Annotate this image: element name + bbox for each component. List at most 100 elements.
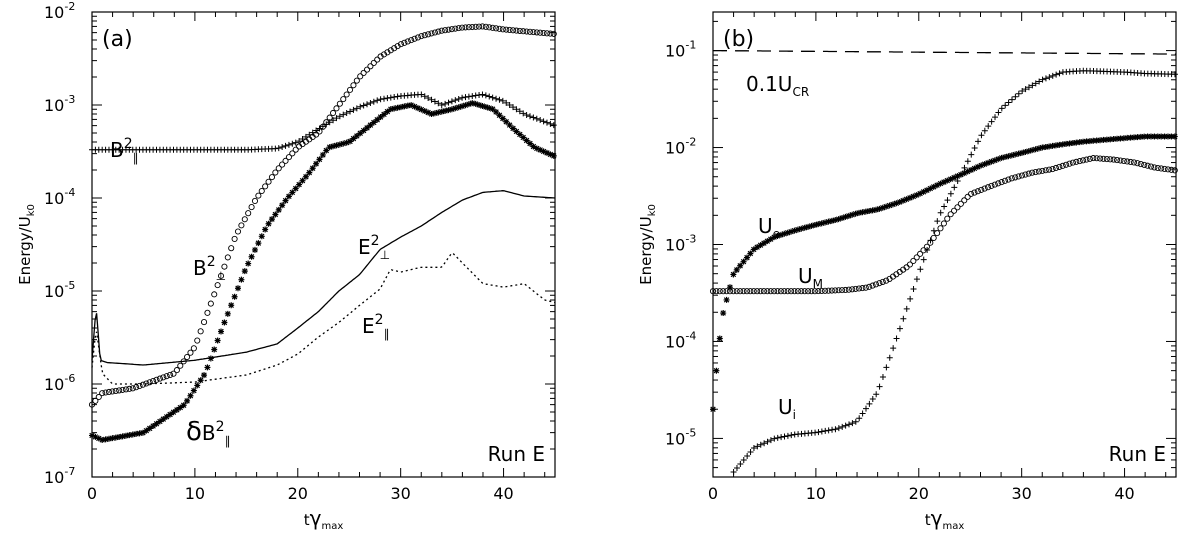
series-Ui-point (890, 345, 897, 352)
series-UM-point (934, 230, 941, 237)
series-Ue-point (852, 210, 859, 217)
series-Ue-point (1131, 134, 1138, 141)
series-δB²∥-point (251, 246, 258, 253)
series-Ui-point (985, 123, 992, 130)
series-B²⊥-point (550, 30, 557, 37)
series-δB²∥-point (255, 240, 262, 247)
series-δB²∥-point (112, 434, 119, 441)
series-Ue-point (869, 207, 876, 214)
series-Ue-point (710, 406, 716, 413)
series-UM-point (811, 288, 818, 295)
series-δB²∥-point (476, 101, 483, 108)
y-axis-label: Energy/Uk0 (637, 204, 658, 285)
y-tick-label: 10-5 (665, 426, 696, 448)
series-Ui-point (981, 127, 988, 134)
series-UM-point (923, 243, 930, 250)
y-tick-label: 10-2 (44, 0, 75, 22)
series-B²∥-point (289, 140, 296, 147)
series-Ue-point (1039, 144, 1046, 151)
series-δB²∥-point (211, 346, 218, 353)
series-B²⊥-point (482, 23, 489, 30)
series-Ui-point (1019, 88, 1026, 95)
series-Ue-point (917, 190, 924, 197)
series-δB²∥-point (122, 432, 129, 439)
series-label: Ue (758, 214, 780, 241)
series-δB²∥-point (146, 425, 153, 432)
series-δB²∥-point (401, 103, 408, 110)
series-B²∥-point (275, 145, 282, 152)
series-B²⊥-point (336, 100, 343, 107)
series-B²⊥-point (167, 371, 174, 378)
series-UM-point (1100, 155, 1107, 162)
series-UM-point (784, 288, 791, 295)
series-UM-point (1066, 160, 1073, 167)
series-δB²∥-point (228, 302, 235, 309)
series-Ue-point (886, 202, 893, 209)
series-B²⊥-point (102, 389, 109, 396)
series-Ue-point (784, 229, 791, 236)
series-Ui-point (879, 373, 886, 380)
series-Ue-point (920, 188, 927, 195)
series-UM-point (879, 278, 886, 285)
series-Ui-point (740, 457, 747, 464)
series-Ui-point (998, 105, 1005, 112)
series-Ui-point (988, 118, 995, 125)
series-δB²∥-point (506, 122, 513, 129)
series-B²⊥-point (255, 192, 262, 199)
series-Ui-point (1005, 99, 1012, 106)
series-Ue-point (743, 254, 750, 261)
x-axis-label: tγmax (925, 506, 965, 532)
series-UM-point (1073, 158, 1080, 165)
series-δB²∥-point (330, 143, 337, 150)
series-Ue-point (1059, 141, 1066, 148)
series-δB²∥-point (493, 108, 500, 115)
series-Ui-point (964, 158, 971, 165)
series-UM-point (1025, 170, 1032, 177)
series-δB²∥-point (387, 106, 394, 113)
series-Ui-point (747, 449, 754, 456)
run-label: Run E (1109, 442, 1166, 466)
series-Ue-point (1154, 133, 1161, 140)
series-UM-point (737, 288, 744, 295)
series-Ui-point (744, 453, 751, 460)
series-B²⊥-point (452, 25, 459, 32)
series-Ue-point (1005, 153, 1012, 160)
x-tick-label: 0 (708, 484, 718, 503)
series-δB²∥-point (190, 387, 197, 394)
series-Ue-point (1171, 133, 1178, 140)
series-δB²∥-point (530, 143, 537, 150)
series-UM-point (1113, 156, 1121, 164)
series-B²⊥-point (425, 31, 432, 38)
series-B²⊥-point (523, 28, 530, 35)
series-Ue-point (1056, 141, 1063, 148)
series-UM-point (862, 284, 869, 291)
series-UM-point (771, 288, 778, 295)
series-B²⊥-point (207, 300, 214, 307)
series-UM-point (757, 288, 764, 295)
series-B²⊥-point (530, 29, 537, 36)
series-δB²∥-point (89, 432, 95, 439)
series-UM-point (788, 288, 795, 295)
series-B²⊥-point (160, 374, 167, 381)
series-B²∥-point (357, 103, 364, 110)
series-Ue-point (839, 214, 846, 221)
x-tick-label: 40 (493, 484, 513, 503)
series-δB²∥-point (526, 140, 533, 147)
series-Ue-point (968, 167, 975, 174)
series-δB²∥-point (370, 119, 377, 126)
series-Ui-point (1042, 75, 1049, 82)
series-Ue-point (825, 218, 832, 225)
series-B²⊥-point (316, 128, 323, 135)
series-Ue-point (1090, 137, 1097, 144)
series-UM-point (845, 286, 852, 293)
series-Ue-point (883, 203, 890, 210)
series-B²⊥-point (228, 245, 235, 252)
series-UM-point (726, 288, 734, 295)
series-Ui-point (839, 423, 846, 430)
series-B²⊥-point (262, 183, 269, 190)
series-0.1UCR-line (713, 49, 1176, 55)
series-δB²∥-point (139, 429, 146, 436)
series-B²∥-point (486, 93, 493, 100)
series-B²∥-point (493, 95, 500, 102)
series-B²∥-point (448, 98, 455, 105)
